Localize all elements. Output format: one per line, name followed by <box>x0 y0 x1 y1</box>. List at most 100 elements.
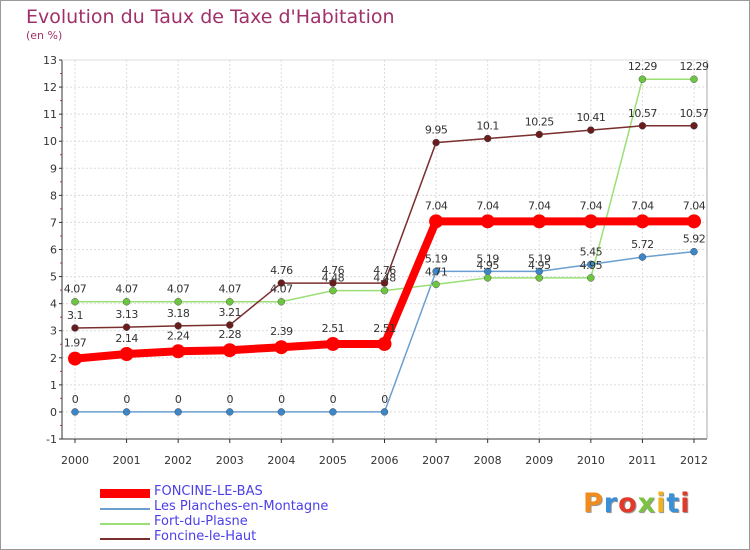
x-tick-label: 2002 <box>164 454 192 467</box>
data-label: 4.07 <box>270 283 293 296</box>
x-tick-label: 2008 <box>474 454 502 467</box>
x-tick-label: 2009 <box>525 454 553 467</box>
legend-swatch <box>100 508 150 510</box>
data-point <box>71 408 79 416</box>
data-point <box>171 344 186 359</box>
data-label: 0 <box>330 393 337 406</box>
data-point <box>174 322 182 330</box>
data-label: 2.24 <box>167 329 190 342</box>
data-label: 4.07 <box>64 283 87 296</box>
data-label: 4.95 <box>476 259 499 272</box>
data-point <box>119 346 134 361</box>
logo-letter: t <box>666 488 681 519</box>
data-point <box>329 286 337 295</box>
logo-letter: P <box>583 488 604 519</box>
data-point <box>277 408 286 416</box>
data-label: 0 <box>278 393 285 406</box>
data-point <box>480 214 495 229</box>
x-tick-label: 2003 <box>216 454 244 467</box>
data-point <box>535 130 543 139</box>
data-point <box>638 122 647 130</box>
legend-swatch <box>100 489 150 498</box>
grid <box>62 59 707 440</box>
data-point <box>687 214 701 229</box>
data-label: 5.19 <box>528 252 551 265</box>
data-label: 12.29 <box>680 60 709 73</box>
data-label: 0 <box>175 393 182 406</box>
chart-subtitle: (en %) <box>26 29 63 42</box>
x-tick-label: 2012 <box>680 454 708 467</box>
y-tick-label: 10 <box>43 135 57 148</box>
data-point <box>377 336 392 351</box>
logo-letter: i <box>680 488 691 519</box>
data-label: 0 <box>381 393 388 406</box>
data-label: 2.14 <box>115 332 138 345</box>
data-labels: 0 0 0 0 0 0 0 5.19 5.19 5.19 5.45 5.72 5.92 4.07 4.07 4… <box>64 60 710 406</box>
data-label: 9.95 <box>425 124 448 137</box>
y-tick-label: 2 <box>50 352 57 365</box>
data-label: 0 <box>123 393 130 406</box>
data-label: 5.92 <box>683 233 706 246</box>
data-label: 0 <box>72 393 79 406</box>
y-tick-label: -1 <box>46 433 57 446</box>
data-point <box>432 280 440 289</box>
data-label: 4.95 <box>580 259 603 272</box>
data-label: 4.48 <box>322 272 345 285</box>
y-tick-label: 11 <box>43 108 57 121</box>
data-point <box>226 321 234 329</box>
data-label: 5.19 <box>476 252 499 265</box>
data-label: 3.21 <box>219 306 242 319</box>
data-label: 4.07 <box>115 283 138 296</box>
y-tick-label: 0 <box>50 406 57 419</box>
data-point <box>174 297 182 306</box>
data-point <box>122 297 131 306</box>
data-point <box>325 336 340 351</box>
data-label: 4.48 <box>373 272 396 285</box>
logo-letter: r <box>603 488 619 519</box>
y-tick-label: 8 <box>50 189 57 202</box>
legend-swatch <box>100 523 150 525</box>
data-label: 2.39 <box>270 325 293 338</box>
y-tick-label: 13 <box>43 54 57 67</box>
data-label: 10.57 <box>680 107 709 120</box>
data-point <box>226 408 234 416</box>
data-label: 4.76 <box>373 264 396 277</box>
chart-title: Evolution du Taux de Taxe d'Habitation <box>26 6 395 28</box>
data-point <box>429 214 444 229</box>
data-point <box>277 279 286 287</box>
data-label: 7.04 <box>631 199 654 212</box>
data-point <box>635 214 650 229</box>
data-label: 10.1 <box>476 120 499 133</box>
y-tick-label: 9 <box>50 162 57 175</box>
data-label: 4.07 <box>167 283 190 296</box>
data-label: 7.04 <box>425 199 448 212</box>
data-point <box>483 134 492 143</box>
legend-label: Les Planches-en-Montagne <box>154 499 329 514</box>
data-label: 2.51 <box>322 322 345 335</box>
data-label: 4.07 <box>219 283 242 296</box>
data-point <box>122 408 131 416</box>
proxiti-logo: Proxiti <box>583 488 691 519</box>
data-point <box>690 122 698 130</box>
x-tick-label: 2000 <box>61 454 89 467</box>
data-label: 7.04 <box>683 199 706 212</box>
data-point <box>222 343 237 358</box>
y-tick-label: 3 <box>50 325 57 338</box>
legend-swatch <box>100 538 150 540</box>
data-label: 4.76 <box>270 264 293 277</box>
data-point <box>483 274 492 282</box>
data-point <box>71 297 79 306</box>
data-label: 7.04 <box>476 199 499 212</box>
x-tick-label: 2005 <box>319 454 347 467</box>
data-label: 4.95 <box>528 259 551 272</box>
data-label: 2.28 <box>219 328 242 341</box>
data-point <box>583 214 598 229</box>
logo-letter: o <box>618 488 638 519</box>
data-point <box>532 214 547 229</box>
data-label: 10.25 <box>525 115 554 128</box>
data-label: 10.57 <box>628 107 657 120</box>
data-label: 2.51 <box>373 322 396 335</box>
series <box>68 75 701 416</box>
